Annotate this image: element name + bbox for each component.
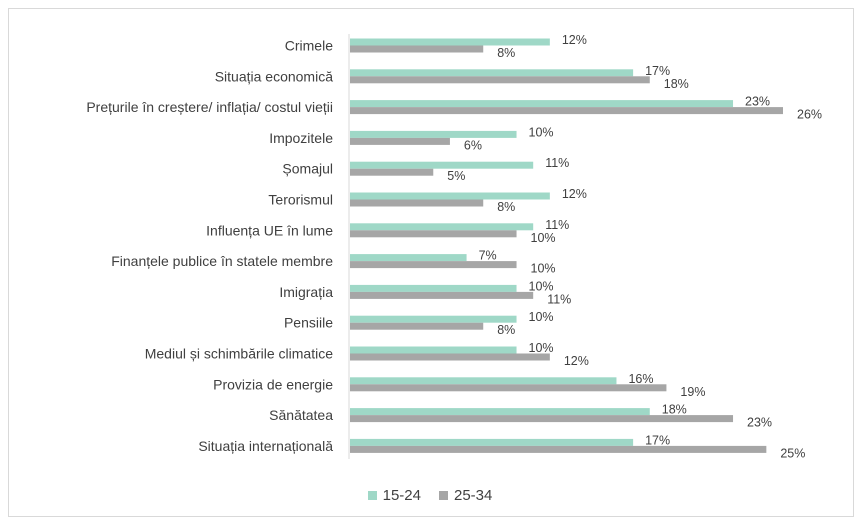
bar-series-2	[350, 137, 450, 145]
bar-series-1	[350, 315, 517, 323]
data-label-series-2: 10%	[531, 262, 556, 276]
data-label-series-2: 12%	[564, 354, 589, 368]
category-label: Provizia de energie	[213, 376, 333, 392]
bar-series-2	[350, 445, 767, 453]
bars	[350, 38, 783, 453]
category-label: Mediul și schimbările climatice	[145, 346, 333, 362]
category-label: Finanțele publice în statele membre	[111, 253, 333, 269]
legend-item-series-2: 25-34	[439, 487, 492, 504]
data-label-series-1: 18%	[662, 403, 687, 417]
bar-series-1	[350, 346, 517, 354]
data-label-series-1: 23%	[745, 95, 770, 109]
legend-label-series-2: 25-34	[454, 487, 493, 504]
category-label: Impozitele	[269, 130, 333, 146]
bar-series-2	[350, 415, 734, 423]
bar-series-1	[350, 38, 550, 46]
data-label-series-2: 25%	[780, 446, 805, 460]
data-label-series-1: 16%	[628, 372, 653, 386]
bar-series-2	[350, 291, 534, 299]
category-label: Situația economică	[215, 68, 334, 84]
bar-series-2	[350, 230, 517, 238]
data-label-series-1: 11%	[545, 156, 569, 170]
bar-series-2	[350, 76, 650, 84]
data-label-series-2: 26%	[797, 108, 822, 122]
data-label-series-2: 8%	[497, 323, 515, 337]
data-label-series-1: 17%	[645, 433, 670, 447]
data-label-series-2: 8%	[497, 200, 515, 214]
category-label: Terorismul	[268, 192, 333, 208]
category-label: Șomajul	[282, 161, 333, 177]
legend-label-series-1: 15-24	[382, 487, 421, 504]
data-label-series-1: 12%	[562, 33, 587, 47]
bar-series-1	[350, 377, 617, 385]
bar-series-1	[350, 284, 517, 292]
bar-series-2	[350, 322, 484, 330]
bar-series-2	[350, 261, 517, 269]
bar-series-1	[350, 161, 534, 169]
bar-series-2	[350, 384, 667, 392]
bar-series-1	[350, 192, 550, 200]
legend-swatch-series-2	[439, 491, 448, 500]
data-label-series-2: 19%	[680, 385, 705, 399]
data-label-series-2: 10%	[531, 231, 556, 245]
category-label: Crimele	[285, 38, 333, 54]
data-label-series-1: 17%	[645, 64, 670, 78]
data-label-series-2: 23%	[747, 416, 772, 430]
data-label-series-1: 10%	[529, 125, 554, 139]
category-label: Prețurile în creștere/ inflația/ costul …	[86, 99, 333, 115]
bar-series-1	[350, 254, 467, 262]
bar-series-2	[350, 168, 434, 176]
category-label: Pensiile	[284, 315, 333, 331]
data-label-series-2: 5%	[447, 169, 465, 183]
bar-series-2	[350, 45, 484, 53]
data-label-series-2: 8%	[497, 46, 515, 60]
category-label: Influența UE în lume	[206, 222, 333, 238]
bar-series-1	[350, 223, 534, 231]
bar-series-2	[350, 199, 484, 207]
data-label-series-1: 11%	[545, 218, 569, 232]
bar-series-1	[350, 130, 517, 138]
data-label-series-2: 18%	[664, 77, 689, 91]
data-label-series-1: 10%	[529, 279, 554, 293]
category-label: Situația internațională	[198, 438, 333, 454]
bar-series-1	[350, 100, 734, 108]
bar-series-1	[350, 69, 634, 77]
bar-series-2	[350, 353, 550, 361]
bar-series-1	[350, 408, 650, 416]
category-label: Sănătatea	[269, 407, 333, 423]
data-label-series-1: 10%	[529, 310, 554, 324]
bar-series-1	[350, 438, 634, 446]
data-label-series-1: 10%	[529, 341, 554, 355]
value-labels: 12%8%17%18%23%26%10%6%11%5%12%8%11%10%7%…	[447, 33, 822, 460]
category-label: Imigrația	[279, 284, 333, 300]
data-label-series-2: 11%	[547, 292, 571, 306]
data-label-series-1: 7%	[479, 249, 497, 263]
data-label-series-1: 12%	[562, 187, 587, 201]
legend-item-series-1: 15-24	[367, 487, 421, 504]
data-label-series-2: 6%	[464, 138, 482, 152]
category-labels: Crimele Situația economică Prețurile în cr…	[86, 38, 333, 454]
legend-swatch-series-1	[367, 491, 377, 500]
legend: 15-24 25-34	[0, 487, 860, 504]
bar-series-2	[350, 107, 783, 115]
